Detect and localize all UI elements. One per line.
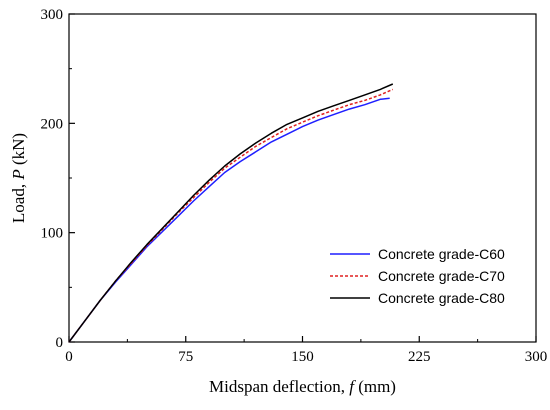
legend-label-3: Concrete grade-C80 bbox=[378, 290, 505, 306]
y-axis-title-symbol: P bbox=[9, 169, 28, 180]
series-line-3 bbox=[68, 83, 394, 343]
legend: Concrete grade-C60 Concrete grade-C70 Conc… bbox=[330, 246, 505, 306]
y-tick-label: 200 bbox=[41, 116, 64, 132]
legend-label-1: Concrete grade-C60 bbox=[378, 246, 505, 262]
x-tick-label: 225 bbox=[408, 349, 431, 365]
series-group bbox=[68, 83, 394, 343]
series-line-2 bbox=[68, 88, 394, 343]
y-axis-title-suffix: (kN) bbox=[9, 133, 28, 169]
y-axis-title: Load, P (kN) bbox=[9, 133, 28, 223]
x-tick-label: 0 bbox=[65, 349, 73, 365]
x-axis-title-suffix: (mm) bbox=[354, 377, 396, 396]
x-axis-title-symbol: f bbox=[349, 377, 356, 396]
x-axis-title: Midspan deflection, f (mm) bbox=[209, 377, 396, 396]
y-axis-title-prefix: Load, bbox=[9, 180, 28, 223]
axes: 0 75 150 225 300 0 100 200 300 bbox=[41, 7, 548, 365]
y-tick-label: 100 bbox=[41, 226, 64, 242]
x-axis-title-prefix: Midspan deflection, bbox=[209, 377, 349, 396]
y-tick-label: 0 bbox=[56, 335, 64, 351]
legend-label-2: Concrete grade-C70 bbox=[378, 268, 505, 284]
x-tick-label: 150 bbox=[291, 349, 314, 365]
x-tick-label: 300 bbox=[525, 349, 548, 365]
y-tick-label: 300 bbox=[41, 7, 64, 23]
x-tick-label: 75 bbox=[178, 349, 193, 365]
